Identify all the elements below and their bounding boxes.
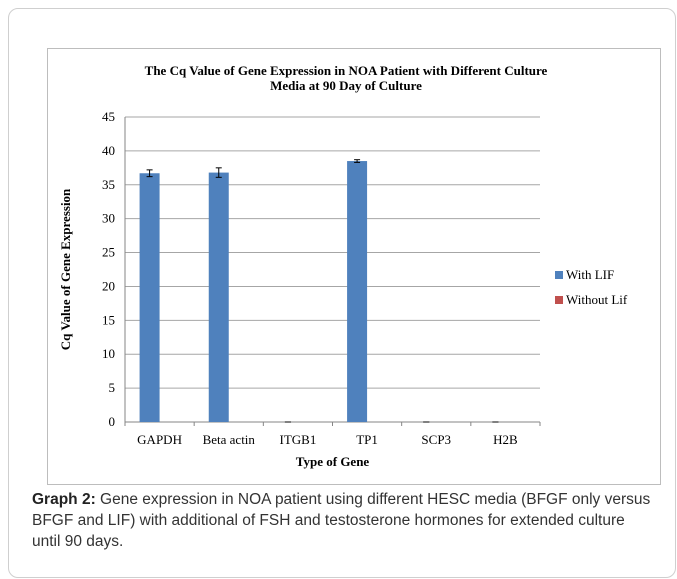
legend-swatch bbox=[555, 271, 563, 279]
y-tick-label: 20 bbox=[102, 278, 115, 293]
y-tick-label: 45 bbox=[102, 109, 115, 124]
caption-text: Gene expression in NOA patient using dif… bbox=[32, 491, 651, 550]
y-tick-label: 0 bbox=[109, 414, 116, 429]
legend-label: Without Lif bbox=[566, 292, 628, 307]
bar-with-lif bbox=[208, 172, 229, 422]
figure-frame: The Cq Value of Gene Expression in NOA P… bbox=[8, 8, 676, 578]
y-tick-label: 35 bbox=[102, 177, 115, 192]
figure-caption: Graph 2: Gene expression in NOA patient … bbox=[32, 489, 657, 552]
y-tick-label: 25 bbox=[102, 245, 115, 260]
x-tick-label: GAPDH bbox=[137, 432, 182, 447]
x-tick-label: TP1 bbox=[356, 432, 378, 447]
x-tick-label: ITGB1 bbox=[279, 432, 316, 447]
x-tick-label: Beta actin bbox=[203, 432, 256, 447]
y-tick-label: 5 bbox=[109, 380, 116, 395]
x-tick-label: SCP3 bbox=[421, 432, 451, 447]
y-axis-title: Cq Value of Gene Expression bbox=[58, 188, 73, 350]
caption-label: Graph 2: bbox=[32, 491, 96, 508]
bar-with-lif bbox=[347, 161, 368, 423]
chart-title-line: Media at 90 Day of Culture bbox=[270, 78, 422, 93]
chart-container: The Cq Value of Gene Expression in NOA P… bbox=[47, 48, 661, 485]
y-tick-label: 10 bbox=[102, 346, 115, 361]
legend-swatch bbox=[555, 296, 563, 304]
bar-chart: The Cq Value of Gene Expression in NOA P… bbox=[58, 63, 628, 469]
x-tick-label: H2B bbox=[493, 432, 518, 447]
y-tick-label: 30 bbox=[102, 211, 115, 226]
y-tick-label: 40 bbox=[102, 143, 115, 158]
legend-label: With LIF bbox=[566, 267, 614, 282]
x-axis-title: Type of Gene bbox=[296, 454, 370, 469]
bar-with-lif bbox=[139, 173, 160, 422]
chart-title-line: The Cq Value of Gene Expression in NOA P… bbox=[145, 63, 548, 78]
y-tick-label: 15 bbox=[102, 312, 115, 327]
